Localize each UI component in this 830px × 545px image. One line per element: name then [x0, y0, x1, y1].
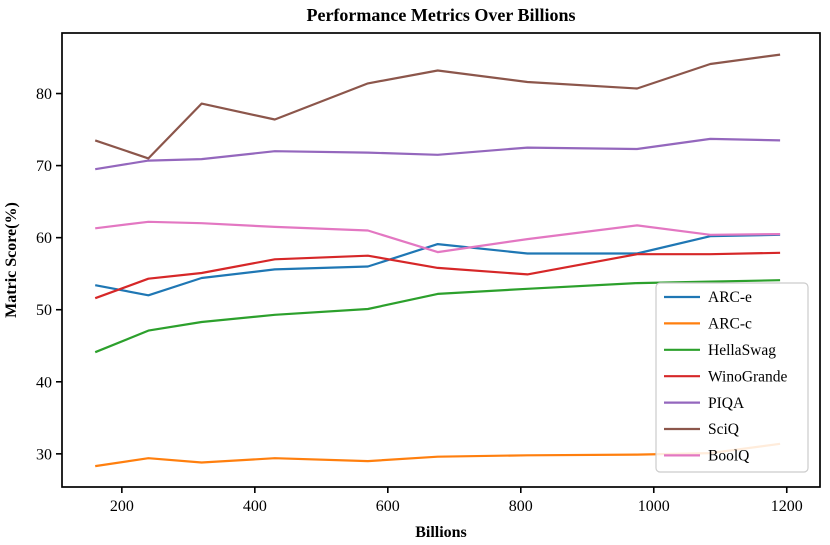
x-tick-label: 1200 — [771, 498, 803, 515]
x-tick-label: 400 — [243, 498, 267, 515]
y-tick-label: 70 — [36, 158, 52, 175]
legend-label-PIQA: PIQA — [708, 395, 745, 412]
y-tick-label: 60 — [36, 230, 52, 247]
legend-label-BoolQ: BoolQ — [708, 448, 749, 465]
legend-label-ARC-c: ARC-c — [708, 316, 752, 333]
series-line-HellaSwag — [94, 279, 781, 354]
legend-label-HellaSwag: HellaSwag — [708, 342, 776, 359]
legend-box — [655, 282, 809, 473]
y-axis-label: Matric Score(%) — [3, 202, 20, 318]
series-line-SciQ — [94, 53, 781, 160]
legend-label-ARC-e: ARC-e — [708, 289, 752, 306]
y-tick-label: 30 — [36, 446, 52, 463]
legend: ARC-e ARC-c HellaSwag WinoGrande PIQA SciQ Boo… — [655, 282, 809, 473]
legend-label-SciQ: SciQ — [708, 421, 739, 438]
legend-label-WinoGrande: WinoGrande — [708, 368, 788, 385]
y-tick-label: 40 — [36, 374, 52, 391]
series-line-ARC-e — [94, 233, 781, 297]
x-tick-label: 800 — [509, 498, 533, 515]
plot-border — [61, 32, 821, 488]
series-line-PIQA — [95, 137, 781, 171]
chart-title: Performance Metrics Over Billions — [306, 5, 575, 25]
x-tick-label: 600 — [376, 498, 400, 515]
y-tick-label: 50 — [36, 302, 52, 319]
series-line-BoolQ — [95, 220, 781, 254]
x-tick-label: 1000 — [638, 498, 670, 515]
x-axis-label: Billions — [415, 524, 467, 541]
series-line-WinoGrande — [94, 251, 781, 300]
y-tick-label: 80 — [36, 86, 52, 103]
x-tick-label: 200 — [110, 498, 134, 515]
